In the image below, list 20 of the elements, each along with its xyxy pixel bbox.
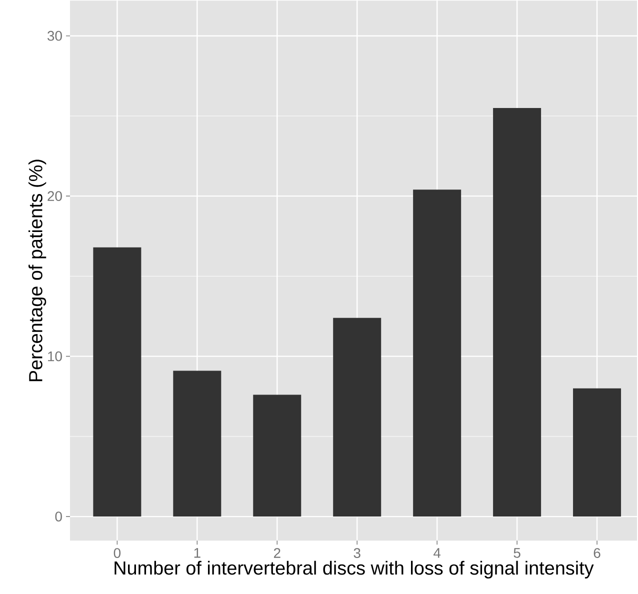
- bar: [253, 394, 302, 517]
- y-tick-label: 30: [48, 31, 62, 41]
- y-axis-title: Percentage of patients (%): [28, 160, 46, 382]
- y-tick-label: 0: [55, 512, 62, 522]
- bar: [413, 190, 462, 517]
- bar: [93, 248, 142, 517]
- bar: [493, 108, 542, 517]
- bar: [173, 370, 222, 517]
- x-tick-label: 5: [514, 548, 520, 558]
- x-axis-title: Number of intervertebral discs with loss of signal intensity: [114, 561, 594, 579]
- y-tick-label: 20: [48, 191, 62, 202]
- x-tick-label: 1: [194, 548, 200, 558]
- bar: [333, 318, 382, 517]
- x-tick-label: 3: [354, 548, 360, 558]
- x-tick-label: 4: [434, 548, 441, 558]
- bar: [573, 388, 622, 517]
- x-tick-label: 6: [594, 548, 600, 558]
- x-tick-label: 2: [274, 548, 280, 558]
- y-tick-label: 10: [48, 352, 62, 362]
- x-tick-label: 0: [114, 548, 121, 558]
